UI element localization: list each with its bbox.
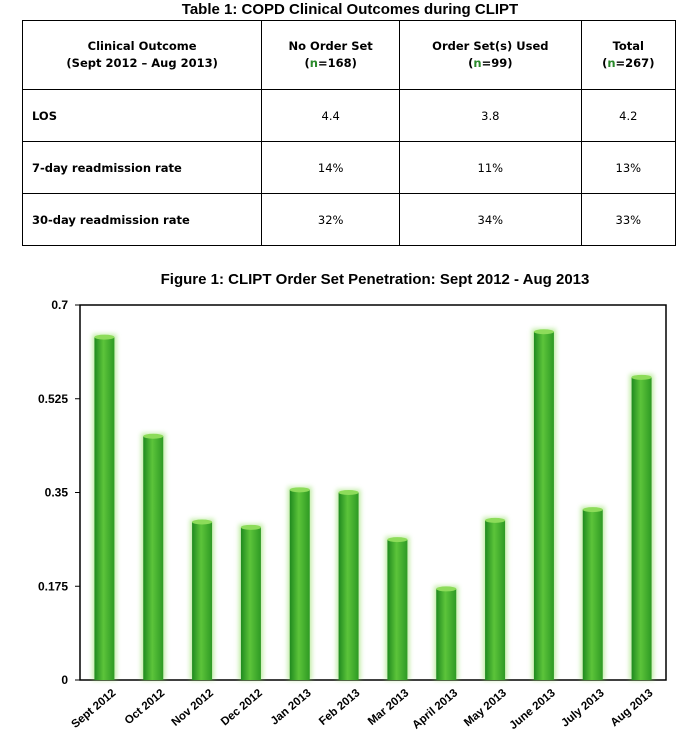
table-row-30day: 30-day readmission rate 32% 34% 33% [21, 193, 677, 246]
header-line2-prefix: ( [304, 56, 310, 70]
bar-aug-2013 [629, 374, 654, 680]
header-line2-value: =267) [615, 56, 655, 70]
header-clinical-outcome: Clinical Outcome (Sept 2012 – Aug 2013) [21, 20, 263, 90]
header-line1: Clinical Outcome [87, 39, 197, 53]
header-line2-value: =168) [317, 56, 357, 70]
bar-april-2013 [434, 585, 459, 680]
y-tick-label: 0.525 [38, 392, 68, 406]
bar-top [289, 487, 310, 493]
header-line1: Order Set(s) Used [432, 39, 549, 53]
n-symbol: n [473, 56, 482, 70]
cell-total: 4.2 [580, 89, 677, 142]
bar [436, 588, 457, 680]
row-label: 30-day readmission rate [21, 193, 263, 246]
bar [485, 520, 506, 680]
y-axis: 0 0.175 0.35 0.525 0.7 [38, 298, 80, 687]
y-tick-label: 0.35 [45, 486, 69, 500]
header-line2-prefix: ( [602, 56, 608, 70]
bar-top [387, 537, 408, 543]
header-line2-value: =99) [481, 56, 513, 70]
cell-no-order-set: 14% [261, 141, 401, 194]
bar-sept-2012 [92, 334, 117, 680]
bars-layer [92, 328, 654, 680]
cell-total: 13% [580, 141, 677, 194]
cell-total: 33% [580, 193, 677, 246]
bar [631, 377, 652, 680]
cell-order-sets-used: 3.8 [399, 89, 582, 142]
n-symbol: n [607, 56, 616, 70]
bar-june-2013 [531, 328, 556, 680]
bar-mar-2013 [385, 536, 410, 680]
row-label: LOS [21, 89, 263, 142]
header-line1: No Order Set [288, 39, 373, 53]
table-row-los: LOS 4.4 3.8 4.2 [21, 89, 677, 142]
x-tick-label: June 2013 [508, 687, 558, 732]
cell-no-order-set: 32% [261, 193, 401, 246]
bar [582, 509, 603, 680]
bar-top [533, 329, 554, 335]
x-tick-label: Jan 2013 [269, 687, 314, 727]
n-symbol: n [309, 56, 318, 70]
x-tick-label: Mar 2013 [366, 687, 411, 728]
x-tick-label: Feb 2013 [317, 687, 362, 728]
x-tick-label: Sept 2012 [69, 687, 118, 731]
table-header-row: Clinical Outcome (Sept 2012 – Aug 2013) … [21, 20, 677, 90]
cell-order-sets-used: 34% [399, 193, 582, 246]
bar-top [485, 517, 506, 523]
bar-top [94, 334, 115, 340]
bar-jan-2013 [287, 486, 312, 680]
bar [240, 527, 261, 680]
row-label: 7-day readmission rate [21, 141, 263, 194]
cell-order-sets-used: 11% [399, 141, 582, 194]
x-tick-label: Oct 2012 [123, 687, 167, 727]
bar-top [631, 374, 652, 380]
x-tick-label: May 2013 [462, 687, 509, 729]
bar-top [143, 433, 164, 439]
bar [533, 331, 554, 680]
bar-feb-2013 [336, 489, 361, 680]
bar-top [240, 524, 261, 530]
header-line1: Total [612, 39, 644, 53]
table-row-7day: 7-day readmission rate 14% 11% 13% [21, 141, 677, 194]
bar-nov-2012 [190, 518, 215, 680]
bar [338, 492, 359, 680]
header-total: Total (n=267) [580, 20, 677, 90]
bar-dec-2012 [238, 524, 263, 680]
x-tick-label: Dec 2012 [219, 687, 265, 728]
bar-top [582, 507, 603, 513]
header-order-sets-used: Order Set(s) Used (n=99) [399, 20, 582, 90]
bar-top [192, 519, 213, 525]
header-line2: (Sept 2012 – Aug 2013) [66, 56, 218, 70]
x-tick-label: Aug 2013 [609, 687, 656, 729]
header-no-order-set: No Order Set (n=168) [261, 20, 401, 90]
bar-top [338, 490, 359, 495]
cell-no-order-set: 4.4 [261, 89, 401, 142]
x-tick-label: April 2013 [410, 687, 460, 732]
chart-title: Figure 1: CLIPT Order Set Penetration: S… [160, 271, 590, 288]
bar [289, 489, 310, 680]
bar-may-2013 [483, 517, 508, 680]
bar-top [436, 586, 457, 592]
y-tick-label: 0.175 [38, 579, 68, 593]
bar-july-2013 [580, 506, 605, 680]
bar [143, 436, 164, 680]
bar-chart: 0 0.175 0.35 0.525 0.7 Sept 2012 Oct 2012 Nov … [38, 298, 667, 732]
y-tick-label: 0 [61, 673, 68, 687]
x-tick-label: Nov 2012 [170, 687, 216, 729]
header-line2-prefix: ( [468, 56, 474, 70]
plot-area-frame [79, 304, 667, 681]
x-axis: Sept 2012 Oct 2012 Nov 2012 Dec 2012 Jan 201… [69, 687, 655, 732]
bar [192, 521, 213, 680]
y-tick-label: 0.7 [51, 298, 68, 312]
outcomes-table: Clinical Outcome (Sept 2012 – Aug 2013) … [21, 20, 677, 246]
bar-oct-2012 [141, 433, 166, 680]
table-title: Table 1: COPD Clinical Outcomes during C… [181, 1, 519, 18]
bar [94, 337, 115, 680]
x-tick-label: July 2013 [559, 687, 606, 729]
bar [387, 539, 408, 680]
